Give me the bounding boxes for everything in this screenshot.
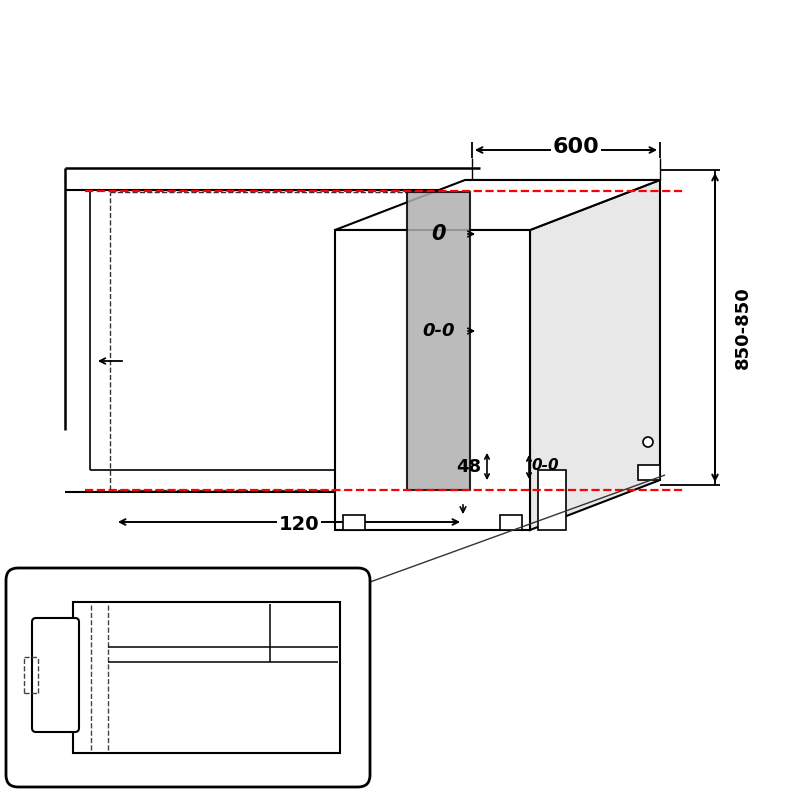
FancyBboxPatch shape [32,618,79,732]
Polygon shape [73,602,340,753]
Text: 120: 120 [278,514,319,534]
Text: 48: 48 [457,458,482,475]
Text: 850-850: 850-850 [734,286,752,369]
Text: 0: 0 [431,224,446,244]
Polygon shape [335,180,660,230]
Polygon shape [530,180,660,530]
Polygon shape [638,465,660,480]
Polygon shape [500,515,522,530]
Text: 572.5: 572.5 [193,687,255,706]
Circle shape [643,437,653,447]
Text: 0-0: 0-0 [422,322,454,340]
Polygon shape [335,230,530,530]
FancyBboxPatch shape [6,568,370,787]
Text: 600: 600 [553,137,599,157]
Polygon shape [538,470,566,530]
Polygon shape [407,192,470,490]
Text: 0-0: 0-0 [531,458,559,474]
Polygon shape [343,515,365,530]
